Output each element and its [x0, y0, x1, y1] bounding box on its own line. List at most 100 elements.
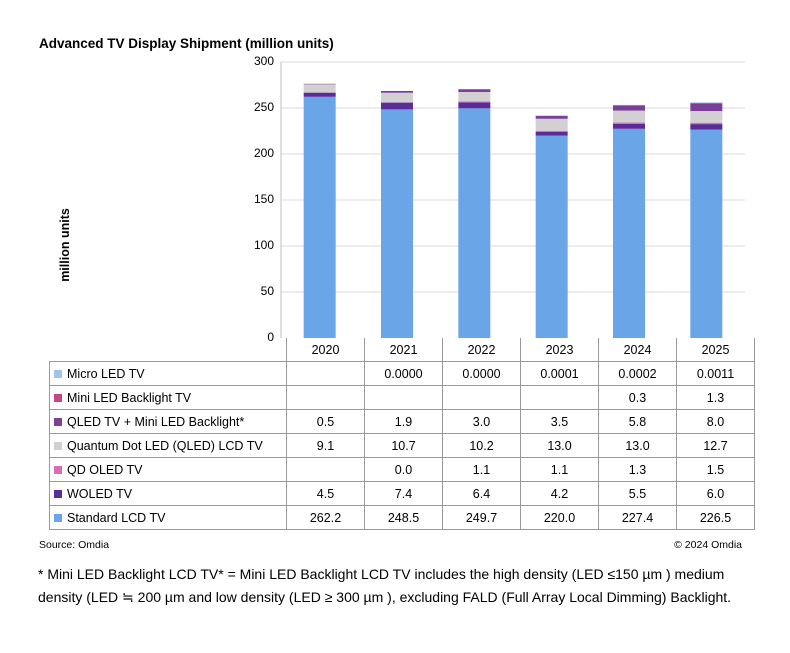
data-label: 1.1	[520, 457, 599, 482]
data-label: 227.4	[598, 505, 677, 530]
table-row: QD OLED TV 0.0 1.1 1.1 1.3 1.5	[49, 457, 755, 482]
data-label: 13.0	[598, 433, 677, 458]
legend-label: QLED TV + Mini LED Backlight*	[67, 414, 245, 429]
x-tick-label: 2023	[520, 338, 599, 362]
data-label: 220.0	[520, 505, 599, 530]
bar-segment	[613, 122, 645, 124]
data-label: 5.5	[598, 481, 677, 506]
legend-entry: Standard LCD TV	[49, 505, 287, 530]
legend-swatch	[54, 465, 62, 474]
data-label	[286, 385, 365, 410]
legend-entry: Quantum Dot LED (QLED) LCD TV	[49, 433, 287, 458]
source-note: Source: Omdia	[39, 539, 110, 551]
data-label: 4.5	[286, 481, 365, 506]
y-tick-label: 300	[253, 54, 274, 68]
bar-segment	[303, 84, 336, 93]
bar-segment	[381, 109, 413, 338]
data-label: 1.1	[442, 457, 521, 482]
table-row: Standard LCD TV 262.2 248.5 249.7 220.0 227.4…	[49, 505, 755, 530]
data-label: 1.9	[364, 409, 443, 434]
data-label	[442, 385, 521, 410]
bar-segment	[613, 105, 645, 111]
bar-segment	[303, 96, 336, 338]
x-tick-label: 2025	[676, 338, 755, 362]
data-label: 0.0	[364, 457, 443, 482]
legend-swatch	[54, 441, 62, 450]
legend-label: Mini LED Backlight TV	[67, 390, 192, 405]
data-label: 0.0002	[598, 361, 677, 386]
chart-title: Advanced TV Display Shipment (million un…	[39, 36, 334, 51]
bar-segment	[458, 91, 491, 102]
table-row: Mini LED Backlight TV 0.3 1.3	[49, 385, 755, 410]
bar-segment	[381, 90, 413, 93]
data-label: 0.3	[598, 385, 677, 410]
data-label: 1.5	[676, 457, 755, 482]
x-tick-label: 2024	[598, 338, 677, 362]
data-label: 10.7	[364, 433, 443, 458]
legend-entry: Micro LED TV	[49, 361, 287, 386]
bar-segment	[458, 101, 491, 103]
data-label: 6.0	[676, 481, 755, 506]
table-row: WOLED TV 4.5 7.4 6.4 4.2 5.5 6.0	[49, 481, 755, 506]
data-label: 4.2	[520, 481, 599, 506]
bar-segment	[613, 123, 645, 129]
data-label: 13.0	[520, 433, 599, 458]
legend-swatch	[54, 417, 62, 426]
bar-segment	[458, 108, 491, 338]
data-label: 0.0000	[364, 361, 443, 386]
bar-segment	[690, 124, 723, 130]
data-label: 12.7	[676, 433, 755, 458]
legend-label: Micro LED TV	[67, 366, 145, 381]
bar-segment	[381, 102, 413, 110]
y-tick-label: 150	[253, 192, 274, 206]
bar-segment	[690, 129, 723, 338]
legend-swatch	[54, 369, 62, 378]
data-label: 7.4	[364, 481, 443, 506]
legend-entry: Mini LED Backlight TV	[49, 385, 287, 410]
data-label: 0.5	[286, 409, 365, 434]
legend-entry: WOLED TV	[49, 481, 287, 506]
table-row: Quantum Dot LED (QLED) LCD TV 9.1 10.7 10.2…	[49, 433, 755, 458]
data-label: 3.5	[520, 409, 599, 434]
bar-segment	[535, 130, 568, 132]
x-tick-label: 2020	[286, 338, 365, 362]
legend-label: QD OLED TV	[67, 462, 143, 477]
data-label: 226.5	[676, 505, 755, 530]
data-label: 262.2	[286, 505, 365, 530]
legend-label: Quantum Dot LED (QLED) LCD TV	[67, 438, 263, 453]
data-table: 2020 2021 2022 2023 2024 2025 Micro LED TV 0.00…	[49, 338, 755, 530]
data-label: 6.4	[442, 481, 521, 506]
bar-segment	[690, 102, 723, 104]
data-label: 249.7	[442, 505, 521, 530]
bar-segment	[613, 104, 645, 106]
data-label: 1.3	[676, 385, 755, 410]
data-label: 1.3	[598, 457, 677, 482]
bar-segment	[535, 118, 568, 131]
y-tick-label: 50	[260, 284, 274, 298]
data-label: 10.2	[442, 433, 521, 458]
bar-segment	[690, 122, 723, 125]
data-label: 248.5	[364, 505, 443, 530]
data-label	[286, 457, 365, 482]
copyright-note: © 2024 Omdia	[674, 539, 742, 551]
data-label: 9.1	[286, 433, 365, 458]
bar-segment	[613, 110, 645, 123]
legend-swatch	[54, 513, 62, 522]
legend-entry: QD OLED TV	[49, 457, 287, 482]
data-label: 0.0011	[676, 361, 755, 386]
bar-segment	[381, 92, 413, 103]
y-tick-label: 100	[253, 238, 274, 252]
bar-segment	[613, 128, 645, 338]
legend-label: WOLED TV	[67, 486, 133, 501]
legend-entry: QLED TV + Mini LED Backlight*	[49, 409, 287, 434]
bar-segment	[303, 83, 336, 85]
data-label: 3.0	[442, 409, 521, 434]
footnote: * Mini LED Backlight LCD TV* = Mini LED …	[38, 566, 732, 605]
data-label	[286, 361, 365, 386]
table-row: Micro LED TV 0.0000 0.0000 0.0001 0.0002 0.00…	[49, 361, 755, 386]
legend-swatch	[54, 393, 62, 402]
bar-segment	[303, 92, 336, 97]
data-label: 8.0	[676, 409, 755, 434]
x-tick-label: 2021	[364, 338, 443, 362]
